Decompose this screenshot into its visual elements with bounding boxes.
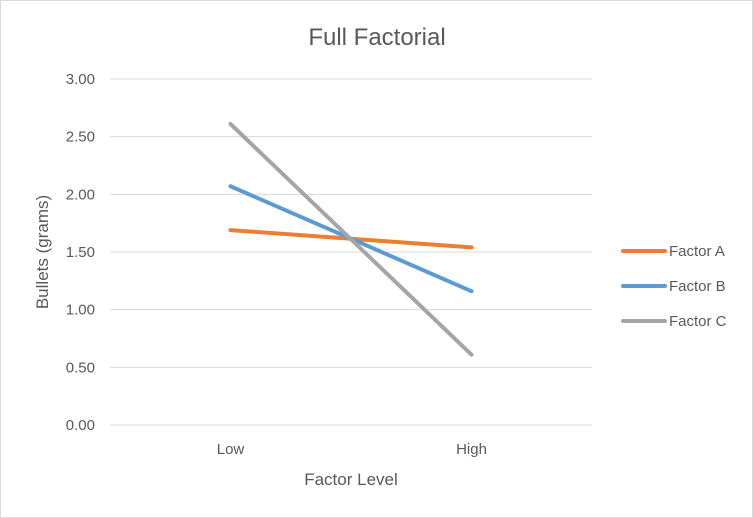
x-tick-label: High: [456, 441, 487, 458]
y-tick-label: 0.00: [66, 417, 95, 434]
y-axis-label: Bullets (grams): [33, 195, 52, 309]
y-tick-label: 1.00: [66, 302, 95, 319]
chart-title: Full Factorial: [308, 24, 445, 51]
x-axis-label: Factor Level: [304, 470, 398, 489]
y-tick-label: 2.00: [66, 186, 95, 203]
x-axis-ticks: Low High: [217, 441, 487, 458]
y-tick-label: 0.50: [66, 359, 95, 376]
legend-label: Factor A: [669, 243, 725, 260]
legend: Factor A Factor B Factor C: [621, 243, 727, 330]
series-line: [228, 121, 474, 357]
y-axis-ticks: 0.00 0.50 1.00 1.50 2.00 2.50 3.00: [66, 71, 95, 434]
y-tick-label: 3.00: [66, 71, 95, 88]
y-tick-label: 2.50: [66, 129, 95, 146]
legend-label: Factor B: [669, 278, 726, 295]
legend-label: Factor C: [669, 313, 727, 330]
series-lines: [228, 121, 474, 357]
gridlines: [110, 78, 592, 426]
y-tick-label: 1.50: [66, 244, 95, 261]
x-tick-label: Low: [217, 441, 245, 458]
